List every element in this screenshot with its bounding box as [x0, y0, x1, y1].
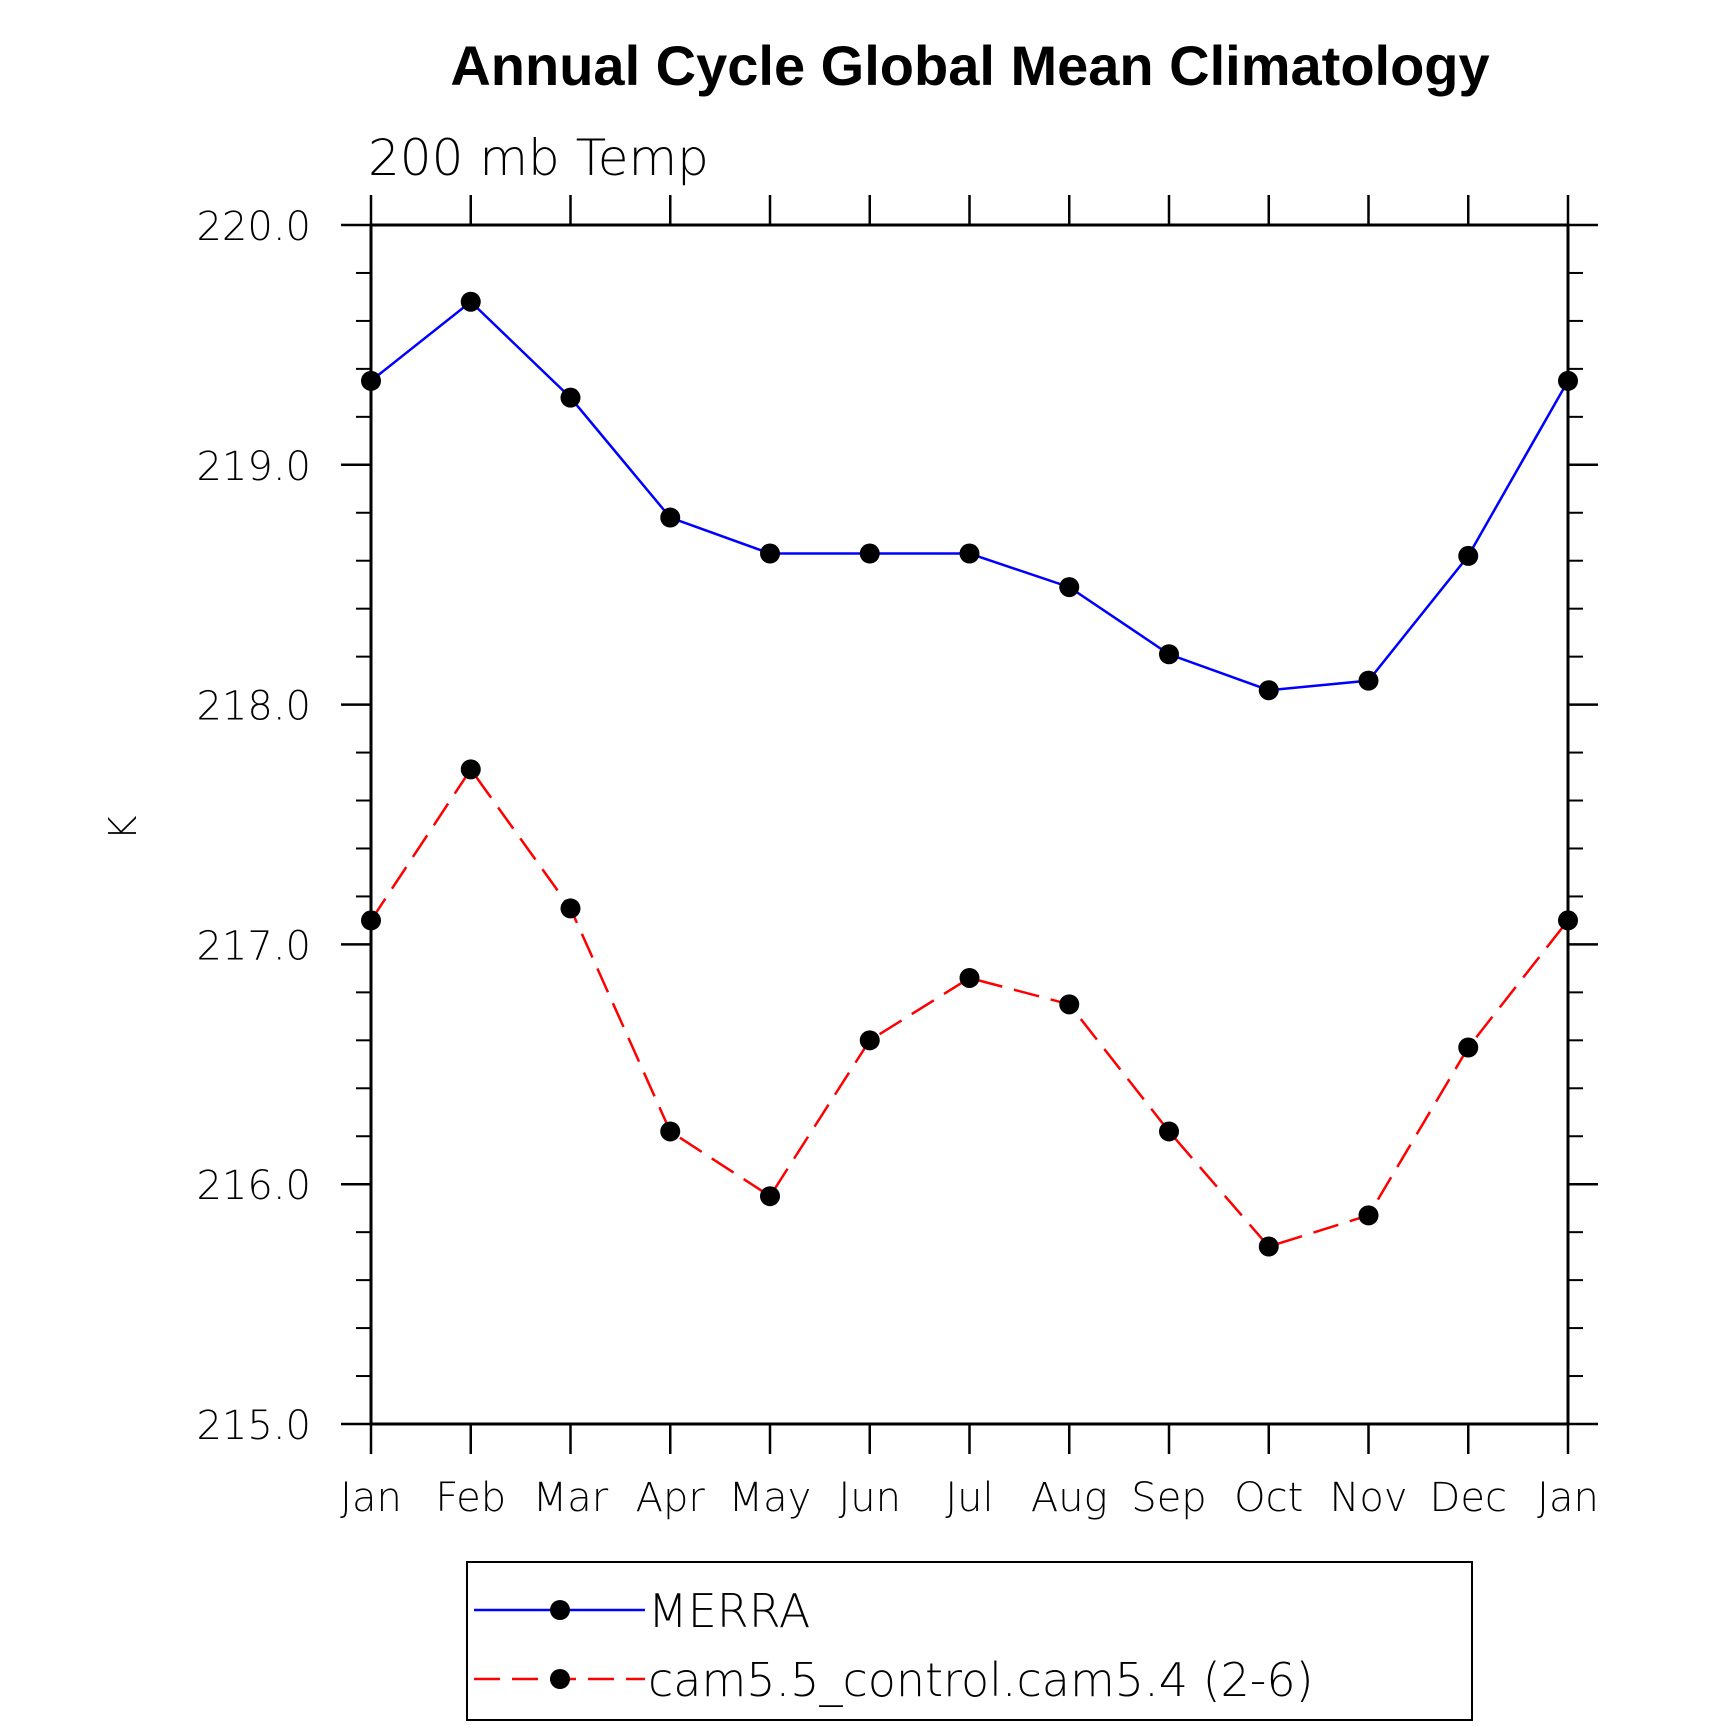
x-tick-label: Jan — [1537, 1475, 1599, 1521]
series-line-1 — [369, 767, 1569, 1248]
series-0-point — [1159, 644, 1179, 665]
x-tick-label: Dec — [1430, 1475, 1507, 1521]
x-tick-label: Jul — [945, 1475, 993, 1521]
legend: MERRA cam5.5_control.cam5.4 (2-6) — [466, 1561, 1473, 1721]
series-1-point — [1159, 1121, 1179, 1142]
series-0-point — [1558, 370, 1578, 391]
series-0-point — [1258, 680, 1279, 701]
legend-marker-0 — [550, 1600, 570, 1620]
series-line-0 — [370, 300, 1570, 692]
series-0-point — [1358, 670, 1379, 691]
legend-box — [466, 1561, 1473, 1721]
series-0-point — [660, 507, 681, 528]
x-tick-label: Mar — [533, 1475, 609, 1521]
series-0-point — [361, 370, 381, 391]
series-0-point — [859, 543, 880, 564]
x-tick-label: Sep — [1131, 1475, 1206, 1521]
series-1-point — [859, 1030, 880, 1051]
legend-label-0: MERRA — [648, 1584, 810, 1638]
x-tick-label: Nov — [1329, 1475, 1407, 1521]
legend-marker-1 — [550, 1669, 570, 1689]
y-tick-label: 218.0 — [196, 684, 311, 730]
series-layer — [361, 291, 1578, 1257]
series-0-point — [1458, 545, 1479, 566]
series-1-point — [1059, 994, 1080, 1015]
series-1-point — [1258, 1236, 1279, 1257]
y-tick-label: 215.0 — [196, 1403, 311, 1449]
plot-frame — [369, 223, 1570, 1426]
legend-label-1: cam5.5_control.cam5.4 (2-6) — [648, 1653, 1314, 1707]
x-tick-label: Jan — [340, 1475, 402, 1521]
series-1-point — [959, 967, 980, 988]
series-1-point — [460, 759, 481, 780]
series-0-point — [460, 291, 481, 312]
x-tick-label: Jun — [839, 1475, 902, 1521]
x-tick-label: May — [729, 1475, 812, 1521]
series-1-point — [361, 910, 381, 931]
chart-subtitle: 200 mb Temp — [368, 129, 709, 187]
y-tick-label: 219.0 — [196, 444, 311, 490]
series-0-point — [560, 387, 581, 408]
series-1-point — [760, 1186, 780, 1207]
series-1-point — [1458, 1037, 1479, 1058]
plot-axes: Jan Feb Mar Apr May Jun Jul Aug Sep Oct Nov Dec Jan 2… — [196, 195, 1599, 1521]
y-tick-label: 216.0 — [196, 1163, 311, 1209]
y-tick-label: 220.0 — [196, 204, 311, 250]
series-1-point — [560, 898, 581, 919]
chart-title: Annual Cycle Global Mean Climatology — [450, 34, 1489, 97]
series-1-point — [1558, 910, 1578, 931]
series-0-point — [1059, 577, 1080, 598]
series-1-point — [660, 1121, 681, 1142]
y-axis-label: K — [101, 815, 145, 840]
x-tick-label: Feb — [435, 1475, 506, 1521]
series-0-point — [959, 543, 980, 564]
x-tick-label: Aug — [1031, 1475, 1108, 1521]
series-0-point — [760, 543, 780, 564]
series-1-point — [1358, 1205, 1379, 1226]
y-tick-label: 217.0 — [196, 923, 311, 969]
x-tick-label: Oct — [1234, 1475, 1303, 1521]
x-tick-label: Apr — [636, 1475, 706, 1521]
